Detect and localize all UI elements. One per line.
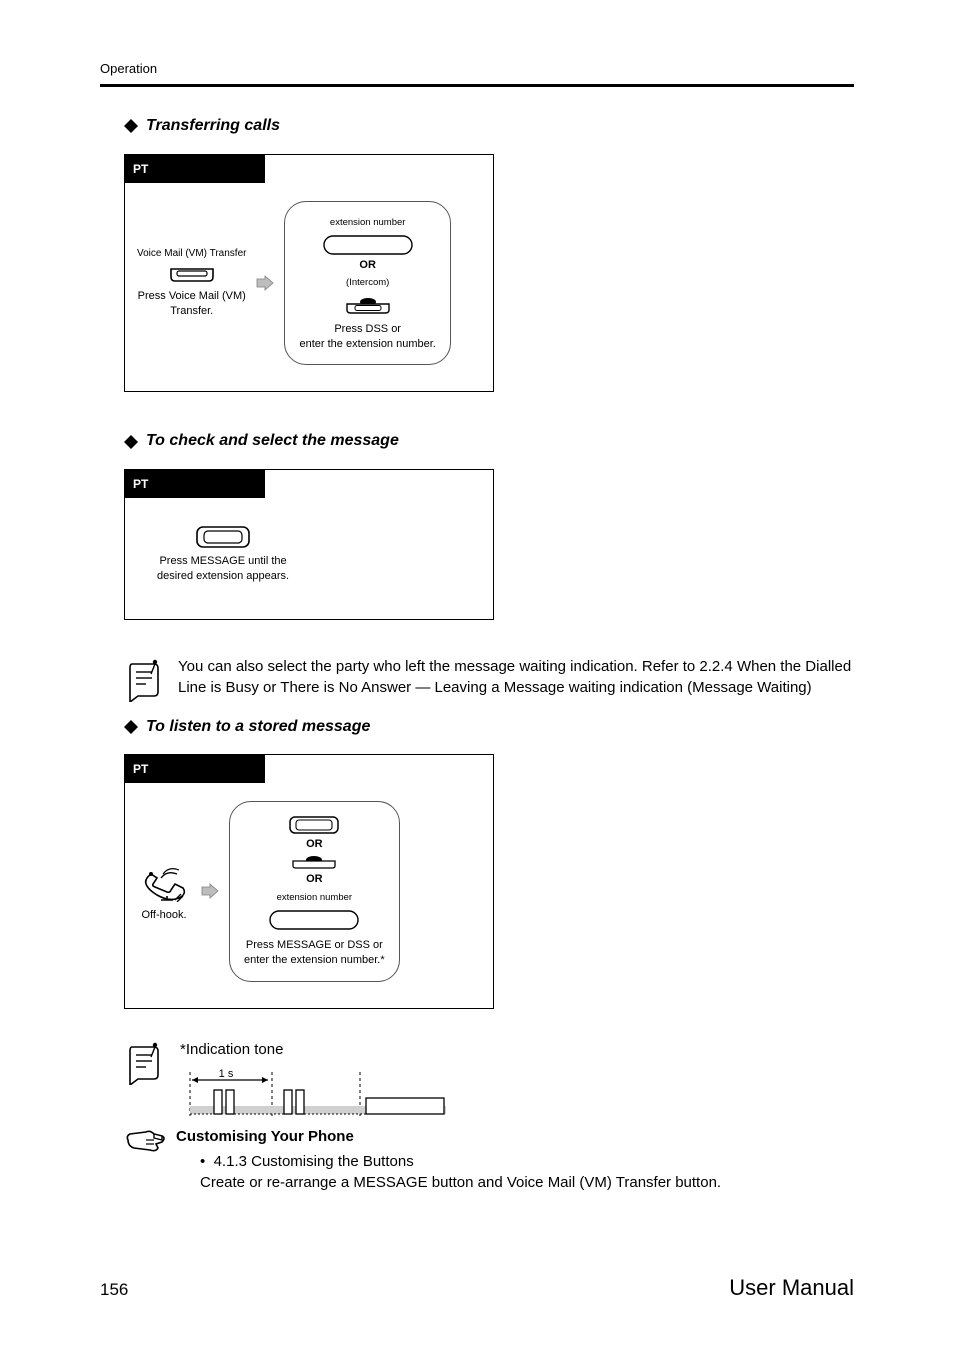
extension-number-label: extension number [330,216,406,229]
message-button-label: Press MESSAGE until the desired extensio… [157,554,289,585]
section-title-text: Transferring calls [146,115,280,137]
dss-button-icon [291,855,337,869]
diagram-header: PT [125,155,265,183]
arrow-right-icon [201,883,219,899]
diagram-header: PT [125,470,265,498]
tone-content: *Indication tone 1 s [180,1039,450,1120]
note-text: You can also select the party who left t… [178,656,854,698]
customising-item-text: 4.1.3 Customising the Buttons [214,1153,414,1170]
message-button-step: Press MESSAGE until the desired extensio… [157,526,289,585]
or-label: OR [306,872,323,887]
vm-transfer-top-label: Voice Mail (VM) Transfer [137,247,246,261]
customising-item: • 4.1.3 Customising the Buttons [200,1151,721,1172]
section-title-text: To check and select the message [146,430,399,452]
section-title-check: To check and select the message [124,430,854,452]
customising-title: Customising Your Phone [176,1126,721,1147]
note-icon [124,658,166,702]
note-message-waiting: You can also select the party who left t… [124,656,854,702]
svg-text:1 s: 1 s [219,1068,234,1080]
intercom-label: (Intercom) [346,276,389,289]
hand-pointing-icon [124,1126,166,1156]
offhook-label: Off-hook. [141,908,186,923]
diamond-icon [124,119,138,133]
or-label: OR [306,837,323,852]
header-rule [100,84,854,87]
vm-transfer-step: Voice Mail (VM) Transfer Press Voice Mai… [137,247,246,320]
arrow-right-icon [256,275,274,291]
option-group: OR OR extension number Press MESSAGE or … [229,801,400,982]
page-section-label: Operation [100,60,854,78]
diamond-icon [124,435,138,449]
or-label: OR [359,258,376,273]
indication-tone-label: *Indication tone [180,1039,450,1060]
doc-title: User Manual [729,1273,854,1304]
diagram-check-message: PT Press MESSAGE until the desired exten… [124,469,494,620]
message-button-icon [196,526,250,548]
diagram-body: Off-hook. OR OR extension number [125,783,493,1008]
vm-transfer-label: Press Voice Mail (VM) Transfer. [138,289,246,320]
diagram-listen-message: PT Off-hook. OR [124,754,494,1009]
tone-waveform-icon: 1 s [180,1068,450,1120]
customising-sub: Create or re-arrange a MESSAGE button an… [200,1172,721,1193]
section-title-text: To listen to a stored message [146,716,370,738]
section-title-listen: To listen to a stored message [124,716,854,738]
offhook-icon [137,860,191,902]
customising-content: Customising Your Phone • 4.1.3 Customisi… [176,1126,721,1193]
dss-button-icon [345,296,391,314]
extension-number-label: extension number [277,891,353,904]
extension-field-icon [269,910,359,930]
offhook-step: Off-hook. [137,860,191,923]
diagram-transferring: PT Voice Mail (VM) Transfer Press Voice … [124,154,494,393]
diamond-icon [124,720,138,734]
option-group: extension number OR (Intercom) Press DSS… [284,201,450,366]
message-button-icon [289,816,339,834]
dss-extension-step: extension number OR (Intercom) [323,216,413,314]
flat-button-icon [169,267,215,283]
section-title-transferring: Transferring calls [124,115,854,137]
extension-field-icon [323,235,413,255]
diagram-body: Press MESSAGE until the desired extensio… [125,498,493,619]
customising-block: Customising Your Phone • 4.1.3 Customisi… [124,1126,854,1193]
indication-tone-block: *Indication tone 1 s [124,1039,854,1120]
page-number: 156 [100,1278,128,1302]
dss-extension-label: Press DSS or enter the extension number. [299,322,435,353]
message-dss-label: Press MESSAGE or DSS or enter the extens… [244,938,385,969]
page-footer: 156 User Manual [100,1273,854,1304]
note-icon [124,1041,166,1085]
message-dss-step: OR OR extension number [269,816,359,930]
diagram-header: PT [125,755,265,783]
diagram-body: Voice Mail (VM) Transfer Press Voice Mai… [125,183,493,392]
